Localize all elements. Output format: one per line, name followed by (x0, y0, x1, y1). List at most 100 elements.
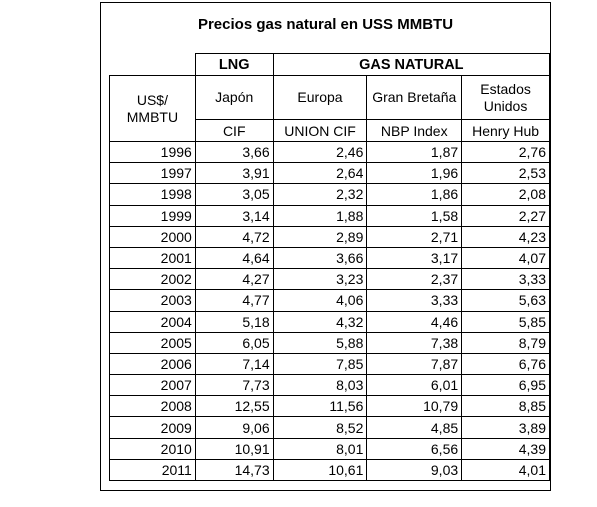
table-row: 1997 3,91 2,64 1,96 2,53 (109, 162, 550, 185)
cell-year: 2002 (109, 268, 196, 291)
header-sub-europa: UNION CIF (272, 119, 368, 142)
cell-year: 2003 (109, 289, 196, 312)
cell-japon: 4,77 (194, 289, 274, 312)
cell-estados-unidos: 2,27 (461, 204, 550, 227)
cell-japon: 7,73 (194, 374, 274, 397)
cell-year: 2000 (109, 225, 196, 248)
table-row: 1999 3,14 1,88 1,58 2,27 (109, 204, 550, 227)
cell-estados-unidos: 5,63 (461, 289, 550, 312)
table-row: 2010 10,91 8,01 6,56 4,39 (109, 437, 550, 460)
cell-gran-bretana: 1,96 (366, 162, 463, 185)
cell-year: 1998 (109, 183, 196, 206)
table-row: 2011 14,73 10,61 9,03 4,01 (109, 458, 550, 482)
cell-estados-unidos: 2,76 (461, 140, 550, 164)
cell-estados-unidos: 4,01 (461, 458, 550, 482)
cell-estados-unidos: 8,85 (461, 395, 550, 418)
cell-gran-bretana: 4,46 (366, 310, 463, 333)
cell-europa: 4,06 (272, 289, 368, 312)
cell-europa: 8,52 (272, 416, 368, 439)
cell-japon: 12,55 (194, 395, 274, 418)
table-row: 1998 3,05 2,32 1,86 2,08 (109, 183, 550, 206)
cell-year: 2006 (109, 352, 196, 376)
table-title: Precios gas natural en USS MMBTU (197, 16, 454, 33)
cell-japon: 9,06 (194, 416, 274, 439)
cell-gran-bretana: 4,85 (366, 416, 463, 439)
header-sub-estados-unidos: Henry Hub (461, 119, 550, 142)
cell-europa: 2,64 (272, 162, 368, 185)
cell-europa: 2,89 (272, 225, 368, 248)
cell-year: 2004 (109, 310, 196, 333)
header-row-columns: US$/ MMBTU Japón Europa Gran Bretaña Est… (109, 75, 550, 142)
cell-europa: 7,85 (272, 352, 368, 376)
table-row: 2007 7,73 8,03 6,01 6,95 (109, 374, 550, 397)
cell-estados-unidos: 2,53 (461, 162, 550, 185)
table-row: 1996 3,66 2,46 1,87 2,76 (109, 140, 550, 164)
cell-japon: 3,66 (194, 140, 274, 164)
header-japon: Japón (194, 75, 274, 120)
cell-estados-unidos: 4,07 (461, 246, 550, 270)
cell-gran-bretana: 7,87 (366, 352, 463, 376)
cell-japon: 14,73 (194, 458, 274, 482)
table-frame: Precios gas natural en USS MMBTU LNG GAS… (100, 2, 551, 491)
header-lng: LNG (194, 53, 274, 76)
header-unit: US$/ MMBTU (109, 75, 196, 142)
cell-japon: 5,18 (194, 310, 274, 333)
cell-estados-unidos: 6,76 (461, 352, 550, 376)
cell-estados-unidos: 3,89 (461, 416, 550, 439)
cell-year: 2010 (109, 437, 196, 460)
cell-japon: 3,14 (194, 204, 274, 227)
cell-europa: 10,61 (272, 458, 368, 482)
cell-japon: 4,64 (194, 246, 274, 270)
cell-japon: 3,91 (194, 162, 274, 185)
header-blank-cell (109, 53, 196, 76)
cell-europa: 2,46 (272, 140, 368, 164)
cell-year: 1997 (109, 162, 196, 185)
header-gas-natural: GAS NATURAL (272, 53, 551, 76)
cell-gran-bretana: 2,71 (366, 225, 463, 248)
header-europa: Europa (272, 75, 368, 120)
cell-year: 2001 (109, 246, 196, 270)
cell-gran-bretana: 1,87 (366, 140, 463, 164)
header-sub-gran-bretana: NBP Index (366, 119, 463, 142)
table-row: 2008 12,55 11,56 10,79 8,85 (109, 395, 550, 418)
cell-europa: 3,66 (272, 246, 368, 270)
cell-gran-bretana: 1,86 (366, 183, 463, 206)
table-row: 2006 7,14 7,85 7,87 6,76 (109, 352, 550, 376)
cell-estados-unidos: 5,85 (461, 310, 550, 333)
cell-gran-bretana: 10,79 (366, 395, 463, 418)
header-row-groups: LNG GAS NATURAL (109, 53, 551, 76)
cell-japon: 10,91 (194, 437, 274, 460)
cell-japon: 6,05 (194, 331, 274, 354)
cell-estados-unidos: 4,23 (461, 225, 550, 248)
table-row: 2004 5,18 4,32 4,46 5,85 (109, 310, 550, 333)
table-row: 2002 4,27 3,23 2,37 3,33 (109, 268, 550, 291)
cell-year: 2011 (109, 458, 196, 482)
cell-europa: 3,23 (272, 268, 368, 291)
cell-gran-bretana: 3,33 (366, 289, 463, 312)
cell-year: 2009 (109, 416, 196, 439)
cell-year: 2008 (109, 395, 196, 418)
cell-gran-bretana: 7,38 (366, 331, 463, 354)
cell-europa: 5,88 (272, 331, 368, 354)
cell-gran-bretana: 6,01 (366, 374, 463, 397)
header-estados-unidos: Estados Unidos (461, 75, 550, 120)
cell-year: 2007 (109, 374, 196, 397)
cell-estados-unidos: 8,79 (461, 331, 550, 354)
cell-japon: 4,72 (194, 225, 274, 248)
cell-europa: 8,01 (272, 437, 368, 460)
cell-gran-bretana: 3,17 (366, 246, 463, 270)
cell-japon: 4,27 (194, 268, 274, 291)
cell-europa: 8,03 (272, 374, 368, 397)
table-row: 2003 4,77 4,06 3,33 5,63 (109, 289, 550, 312)
cell-estados-unidos: 3,33 (461, 268, 550, 291)
cell-europa: 2,32 (272, 183, 368, 206)
table-row: 2009 9,06 8,52 4,85 3,89 (109, 416, 550, 439)
cell-europa: 11,56 (272, 395, 368, 418)
cell-gran-bretana: 9,03 (366, 458, 463, 482)
cell-estados-unidos: 4,39 (461, 437, 550, 460)
cell-japon: 7,14 (194, 352, 274, 376)
cell-estados-unidos: 6,95 (461, 374, 550, 397)
cell-year: 1996 (109, 140, 196, 164)
cell-gran-bretana: 6,56 (366, 437, 463, 460)
cell-gran-bretana: 2,37 (366, 268, 463, 291)
